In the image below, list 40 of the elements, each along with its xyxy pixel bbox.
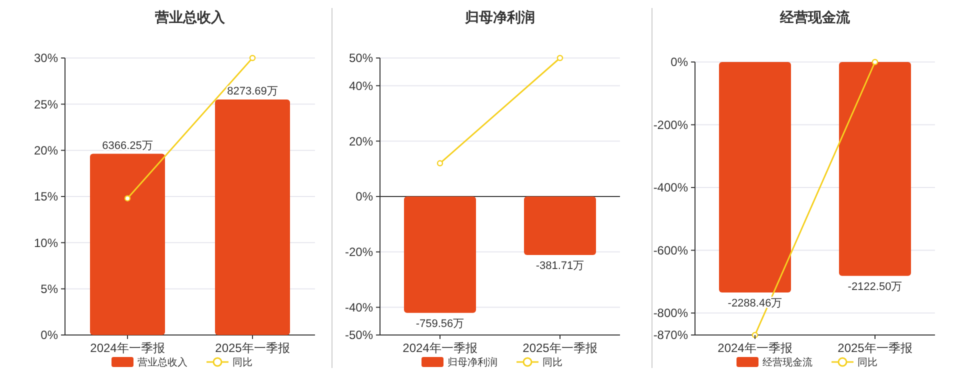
data-label: -759.56万 [416,318,464,330]
data-label: -381.71万 [536,260,584,272]
y-tick-label: -200% [653,118,688,132]
y-tick-label: -20% [344,245,374,260]
y-tick-label: 50% [348,51,374,66]
y-tick-label: 10% [34,236,58,250]
x-tick-label: 2025年一季报 [522,341,598,355]
chart-title: 经营现金流 [779,9,851,25]
y-tick-label: 20% [34,144,58,158]
legend-label: 营业总收入 [138,356,188,368]
data-label: 8273.69万 [227,85,278,98]
y-tick-label: 0% [670,55,688,70]
y-tick-label: 5% [40,282,58,296]
y-tick-label: 20% [348,134,374,148]
chart-title: 归母净利润 [464,9,535,25]
legend-label: 同比 [542,356,562,368]
y-tick-label: 0% [40,328,58,342]
y-tick-label: -800% [653,306,688,320]
legend-label: 同比 [858,356,878,368]
y-tick-label: 30% [34,51,58,66]
x-tick-label: 2025年一季报 [215,341,290,355]
data-label: -2122.50万 [848,280,902,293]
chart-title: 营业总收入 [154,9,226,25]
x-tick-label: 2024年一季报 [718,341,792,355]
legend-label: 经营现金流 [762,356,812,368]
x-tick-label: 2024年一季报 [402,341,478,355]
y-tick-label: 25% [34,97,58,112]
x-tick-label: 2024年一季报 [90,341,165,355]
y-tick-label: -400% [653,180,688,195]
y-tick-label: 40% [348,78,374,93]
data-label: 6366.25万 [102,140,153,152]
y-tick-label: 0% [356,190,374,204]
y-tick-label: -870% [653,328,688,342]
legend-label: 归母净利润 [448,356,498,368]
y-tick-label: -600% [653,243,688,258]
y-tick-label: -40% [344,300,374,314]
legend-label: 同比 [232,356,252,368]
x-tick-label: 2025年一季报 [838,341,912,355]
y-tick-label: 15% [34,190,58,204]
y-tick-label: -50% [344,328,374,342]
